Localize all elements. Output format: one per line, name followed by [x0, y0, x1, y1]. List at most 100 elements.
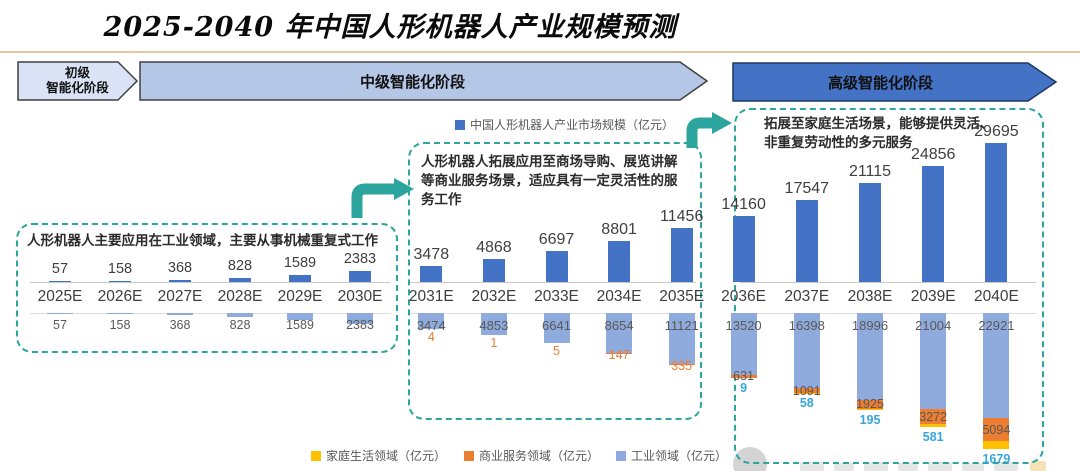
industrial-segment: [730, 313, 757, 375]
market-size-value: 3478: [413, 245, 450, 263]
industrial-value: 828: [229, 318, 251, 332]
market-size-value: 2383: [343, 250, 377, 267]
commercial-segment: [793, 388, 820, 394]
stage-primary-line2: 智能化阶段: [46, 81, 109, 95]
market-size-value: 828: [227, 258, 253, 275]
market-size-bar: [922, 165, 945, 282]
year-label: 2028E: [217, 288, 263, 305]
industrial-value: 57: [53, 318, 67, 332]
home-value: 58: [799, 396, 814, 411]
industrial-segment: [793, 313, 820, 389]
industrial-segment: [857, 313, 883, 401]
home-segment: [920, 424, 947, 427]
commercial-segment: [606, 352, 633, 354]
industrial-value: 158: [109, 318, 131, 332]
stage-box-advanced: [734, 108, 1044, 464]
industrial-segment: [606, 313, 633, 353]
industrial-segment: [983, 313, 1010, 418]
commercial-value: 1: [490, 336, 498, 351]
home-value: 9: [740, 380, 748, 395]
year-label: 2037E: [784, 288, 830, 305]
year-label: 2030E: [337, 288, 383, 305]
axis-intermediate: [410, 282, 696, 283]
legend-industrial-swatch: [616, 450, 626, 461]
year-label: 2025E: [37, 288, 83, 305]
year-label: 2027E: [157, 288, 203, 305]
industrial-segment: [418, 313, 445, 329]
stage-box-primary: [16, 223, 398, 353]
home-value: 1679: [982, 452, 1011, 467]
year-label: 2035E: [659, 288, 705, 305]
commercial-value: 631: [733, 369, 755, 384]
industrial-value: 16398: [788, 318, 825, 333]
market-size-bar: [795, 199, 818, 282]
home-segment: [857, 408, 883, 410]
subaxis-primary: [30, 313, 390, 314]
commercial-value: 335: [671, 358, 693, 373]
year-label: 2032E: [471, 288, 517, 305]
industrial-value: 6641: [542, 318, 571, 333]
market-size-value: 24856: [910, 145, 956, 163]
home-segment: [983, 441, 1010, 450]
commercial-value: 147: [608, 347, 630, 362]
industrial-value: 3474: [416, 318, 446, 333]
market-size-value: 14160: [721, 195, 766, 213]
industrial-value: 1589: [286, 318, 314, 332]
industrial-value: 2383: [346, 318, 374, 332]
annotation-advanced: 拓展至家庭生活场景，能够提供灵活、非重复劳动性的多元服务: [764, 116, 994, 150]
legend-industrial-label: 工业领域（亿元）: [631, 449, 728, 463]
legend-home-label: 家庭生活领域（亿元）: [326, 449, 447, 463]
commercial-value: 5094: [982, 422, 1011, 437]
market-size-value: 8801: [601, 220, 637, 238]
watermark-remnant: [733, 447, 1046, 471]
legend-home: 家庭生活领域（亿元）: [311, 447, 446, 464]
market-size-value: 158: [107, 261, 133, 277]
market-size-bar: [349, 270, 371, 282]
market-size-value: 368: [167, 260, 193, 277]
market-size-bar: [859, 183, 881, 282]
stage-box-intermediate: [408, 142, 702, 420]
stage-banner-advanced: 高级智能化阶段: [827, 75, 933, 92]
market-size-value: 21115: [848, 163, 892, 181]
year-label: 2034E: [596, 288, 642, 305]
flow-arrow-2: [686, 112, 732, 148]
year-label: 2040E: [973, 288, 1019, 305]
commercial-value: 4: [427, 329, 435, 344]
industrial-value: 368: [169, 318, 191, 332]
year-label: 2029E: [277, 288, 323, 305]
year-label: 2026E: [97, 288, 143, 305]
commercial-segment: [668, 363, 695, 366]
industrial-segment: [167, 313, 193, 315]
year-label: 2038E: [847, 288, 893, 305]
market-size-bar: [289, 274, 311, 282]
market-size-bar: [169, 280, 191, 282]
year-label: 2033E: [534, 288, 579, 305]
industrial-value: 8654: [604, 318, 634, 333]
stage-banner-advanced-shape: [732, 62, 1058, 102]
title-divider: [0, 51, 1080, 53]
market-size-value: 4868: [476, 239, 512, 257]
stage-banner-intermediate: 中级智能化阶段: [359, 74, 465, 91]
market-size-value: 57: [51, 261, 69, 277]
stage-banner-primary-shape: [17, 61, 139, 101]
stage-banner-intermediate-shape: [139, 61, 709, 101]
axis-advanced: [740, 282, 1036, 283]
market-size-value: 17547: [784, 179, 830, 197]
commercial-segment: [920, 409, 947, 425]
industrial-segment: [480, 313, 507, 336]
annotation-primary: 人形机器人主要应用在工业领域，主要从事机械重复式工作: [27, 233, 378, 248]
legend-commercial-swatch: [464, 450, 474, 461]
home-value: 581: [922, 429, 944, 444]
industrial-value: 13520: [725, 318, 762, 333]
year-label: 2036E: [721, 288, 766, 305]
legend-industrial: 工业领域（亿元）: [616, 447, 727, 464]
legend-market-size: 中国人形机器人产业市场规模（亿元）: [455, 116, 674, 133]
page-title: 2025-2040 年中国人形机器人产业规模预测: [103, 12, 677, 43]
commercial-value: 3272: [919, 409, 948, 424]
annotation-intermediate: 人形机器人拓展应用至商场导购、展览讲解等商业服务场景，适应具有一定灵活性的服务工…: [421, 154, 678, 207]
home-value: 195: [859, 412, 881, 427]
market-size-bar: [608, 240, 631, 282]
